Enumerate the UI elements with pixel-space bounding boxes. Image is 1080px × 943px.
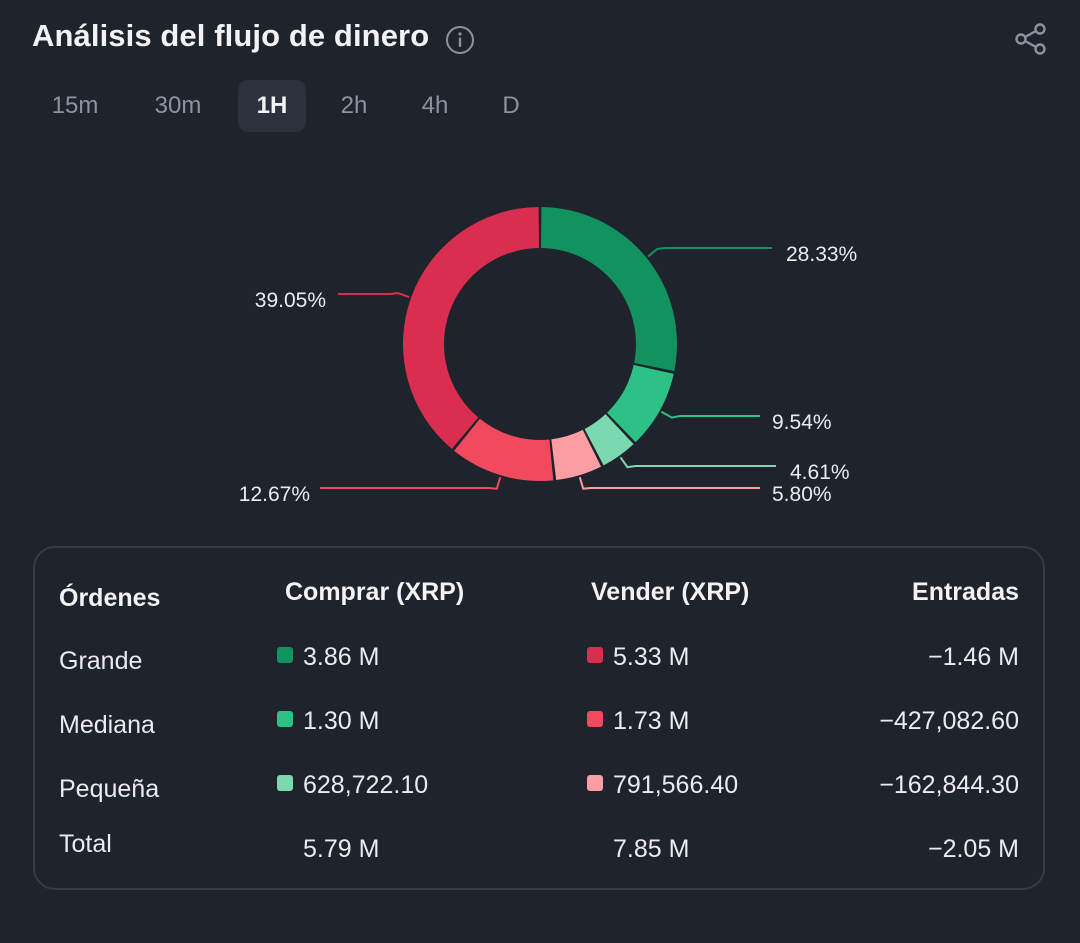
slice-label: 28.33% [786,243,857,266]
donut-slice[interactable] [584,414,634,466]
tab-2h[interactable]: 2h [340,92,368,119]
row-label-pequena: Pequeña [59,775,160,803]
tab-d[interactable]: D [502,92,520,119]
tab-15m[interactable]: 15m [51,92,99,119]
column-header-sell: Vender (XRP) [591,578,750,606]
sell-value-pequena: 791,566.40 [587,771,738,800]
slice-leader-line [647,247,772,258]
sell-swatch [587,775,603,791]
slice-label: 12.67% [239,483,310,506]
sell-value-grande: 5.33 M [587,643,689,672]
inflow-total: −2.05 M [927,835,1019,863]
buy-swatch [277,647,293,663]
slice-label: 39.05% [255,289,326,312]
buy-total: 5.79 M [303,835,380,863]
column-header-orders: Órdenes [59,584,161,612]
donut-slice[interactable] [403,207,539,449]
buy-swatch [277,775,293,791]
row-label-total: Total [59,830,112,858]
sell-swatch [587,647,603,663]
slice-leader-line [320,476,502,490]
header: Análisis del flujo de dinero [32,16,1048,60]
donut-chart: 28.33% 9.54% 4.61%5.80% 12.67% 39.05% [239,207,857,506]
buy-value-grande: 3.86 M [277,643,379,672]
buy-value-pequena: 628,722.10 [277,771,428,800]
slice-label: 4.61% [790,461,850,484]
row-label-mediana: Mediana [59,711,155,739]
column-header-buy: Comprar (XRP) [285,578,465,606]
donut-slice[interactable] [454,418,554,481]
page-title: Análisis del flujo de dinero [32,18,430,53]
column-header-inflow: Entradas [912,578,1019,606]
slice-label: 9.54% [772,411,832,434]
donut-slice[interactable] [551,429,602,481]
tab-4h[interactable]: 4h [421,92,449,119]
sell-value-mediana: 1.73 M [587,707,689,736]
sell-swatch [587,711,603,727]
slice-leader-line [578,476,760,490]
inflow-value-mediana: −427,082.60 [879,707,1019,735]
row-label-grande: Grande [59,647,143,675]
tab-1h[interactable]: 1H [238,80,306,132]
donut-slice[interactable] [541,207,677,372]
inflow-value-grande: −1.46 M [927,643,1019,671]
donut-slice[interactable] [607,364,674,443]
slice-leader-line [660,410,760,419]
buy-swatch [277,711,293,727]
buy-value-mediana: 1.30 M [277,707,379,736]
slice-leader-line [338,292,410,299]
sell-total: 7.85 M [613,835,690,863]
money-flow-table: Órdenes Comprar (XRP) Vender (XRP) Entra… [33,546,1045,890]
slice-leader-line [619,456,776,469]
info-icon[interactable] [445,25,475,55]
share-icon[interactable] [1014,22,1048,56]
slice-label: 5.80% [772,483,832,506]
tab-30m[interactable]: 30m [154,92,202,119]
inflow-value-pequena: −162,844.30 [879,771,1019,799]
